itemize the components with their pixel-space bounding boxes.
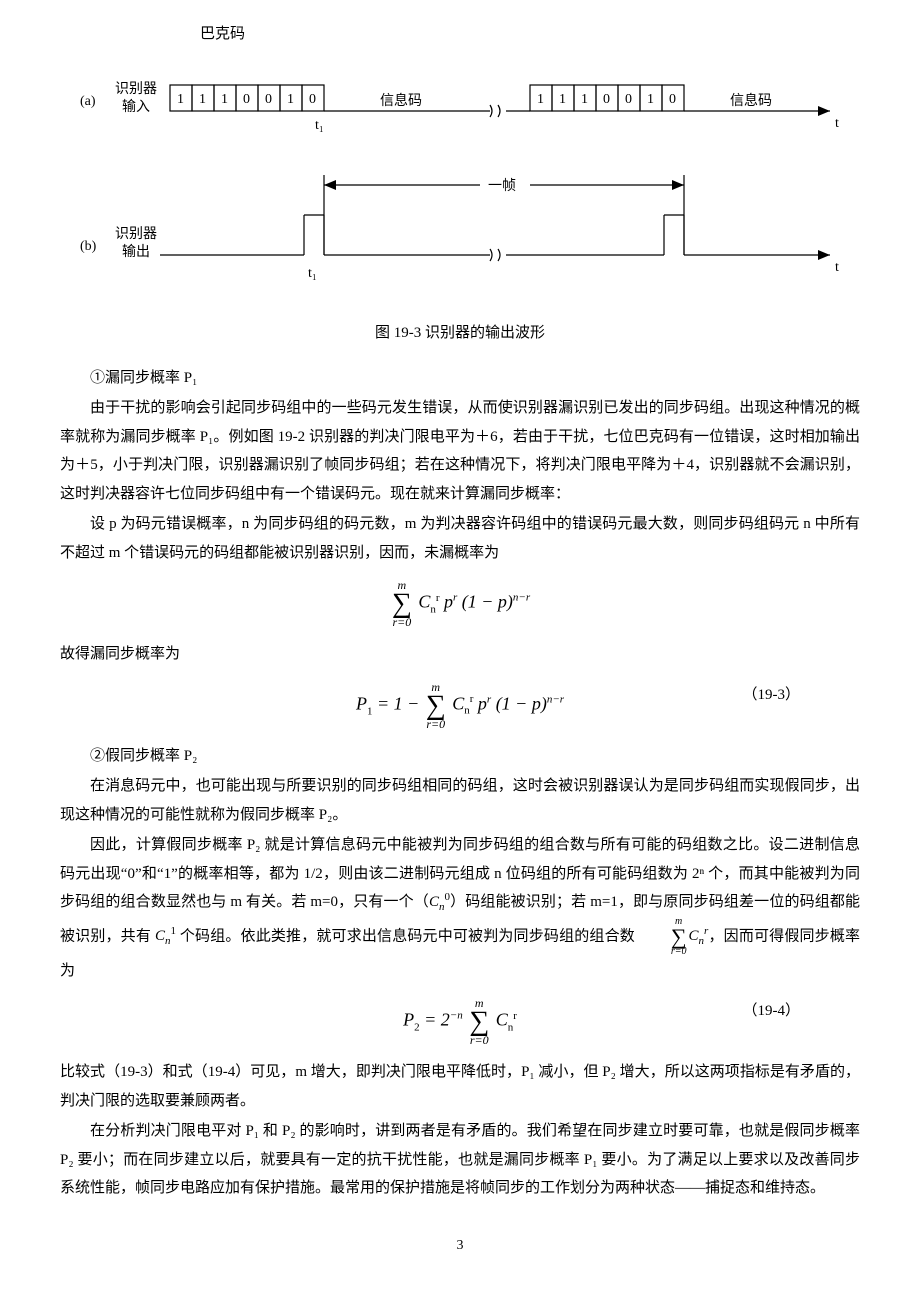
paragraph-4: 在消息码元中，也可能出现与所要识别的同步码组相同的码组，这时会被识别器误认为是同…: [60, 772, 860, 829]
label-b: (b): [80, 239, 97, 254]
t-label-b: t: [835, 260, 839, 275]
bits-group-a-left: 1 1 1 0 0 1 0: [170, 85, 324, 111]
svg-text:1: 1: [647, 92, 654, 107]
output-label-b: 输出: [122, 244, 150, 260]
label-a: (a): [80, 94, 96, 109]
recognizer-label-a: 识别器: [115, 81, 157, 97]
eq-num-19-3: （19-3）: [743, 681, 801, 710]
svg-text:1: 1: [177, 92, 184, 107]
section-1-title: ①漏同步概率 P₁: [60, 364, 860, 393]
svg-text:1: 1: [199, 92, 206, 107]
svg-text:1: 1: [221, 92, 228, 107]
info-code-label-2: 信息码: [730, 92, 772, 109]
svg-text:0: 0: [625, 92, 632, 107]
formula-19-4: P2 = 2−n m∑r=0 Cnr （19-4）: [60, 997, 860, 1046]
input-label-a: 输入: [122, 99, 150, 115]
page-number: 3: [60, 1233, 860, 1260]
svg-text:1: 1: [287, 92, 294, 107]
paragraph-5: 因此，计算假同步概率 P₂ 就是计算信息码元中能被判为同步码组的组合数与所有可能…: [60, 831, 860, 985]
t1-label-a: t₁: [315, 118, 324, 133]
figure-caption: 图 19-3 识别器的输出波形: [60, 319, 860, 348]
svg-text:0: 0: [603, 92, 610, 107]
svg-text:0: 0: [669, 92, 676, 107]
paragraph-6: 比较式（19-3）和式（19-4）可见，m 增大，即判决门限电平降低时，P₁ 减…: [60, 1058, 860, 1115]
svg-text:1: 1: [581, 92, 588, 107]
bits-group-a-right: 1 1 1 0 0 1 0: [530, 85, 684, 111]
paragraph-2: 设 p 为码元错误概率，n 为同步码组的码元数，m 为判决器容许码组中的错误码元…: [60, 510, 860, 567]
t-label-a: t: [835, 116, 839, 131]
svg-text:0: 0: [309, 92, 316, 107]
formula-19-3: P1 = 1 − m∑r=0 Cnr pr (1 − p)n−r （19-3）: [60, 681, 860, 730]
svg-text:1: 1: [537, 92, 544, 107]
eq-num-19-4: （19-4）: [743, 997, 801, 1026]
frame-label: 一帧: [488, 178, 516, 194]
svg-text:0: 0: [243, 92, 250, 107]
formula-unnumbered-1: m∑r=0 Cnr pr (1 − p)n−r: [60, 579, 860, 628]
svg-text:0: 0: [265, 92, 272, 107]
svg-text:1: 1: [559, 92, 566, 107]
paragraph-1: 由于干扰的影响会引起同步码组中的一些码元发生错误，从而使识别器漏识别已发出的同步…: [60, 394, 860, 508]
recognizer-label-b: 识别器: [115, 226, 157, 242]
t1-label-b: t₁: [308, 266, 317, 281]
figure-19-3-diagram: (a) 识别器 输入 1 1 1 0 0 1 0 t₁ 信息码 1 1 1 0 …: [60, 55, 860, 306]
paragraph-7: 在分析判决门限电平对 P₁ 和 P₂ 的影响时，讲到两者是有矛盾的。我们希望在同…: [60, 1117, 860, 1203]
section-2-title: ②假同步概率 P₂: [60, 742, 860, 771]
info-code-label-1: 信息码: [380, 92, 422, 109]
barker-code-label: 巴克码: [200, 20, 860, 49]
paragraph-3: 故得漏同步概率为: [60, 640, 860, 669]
